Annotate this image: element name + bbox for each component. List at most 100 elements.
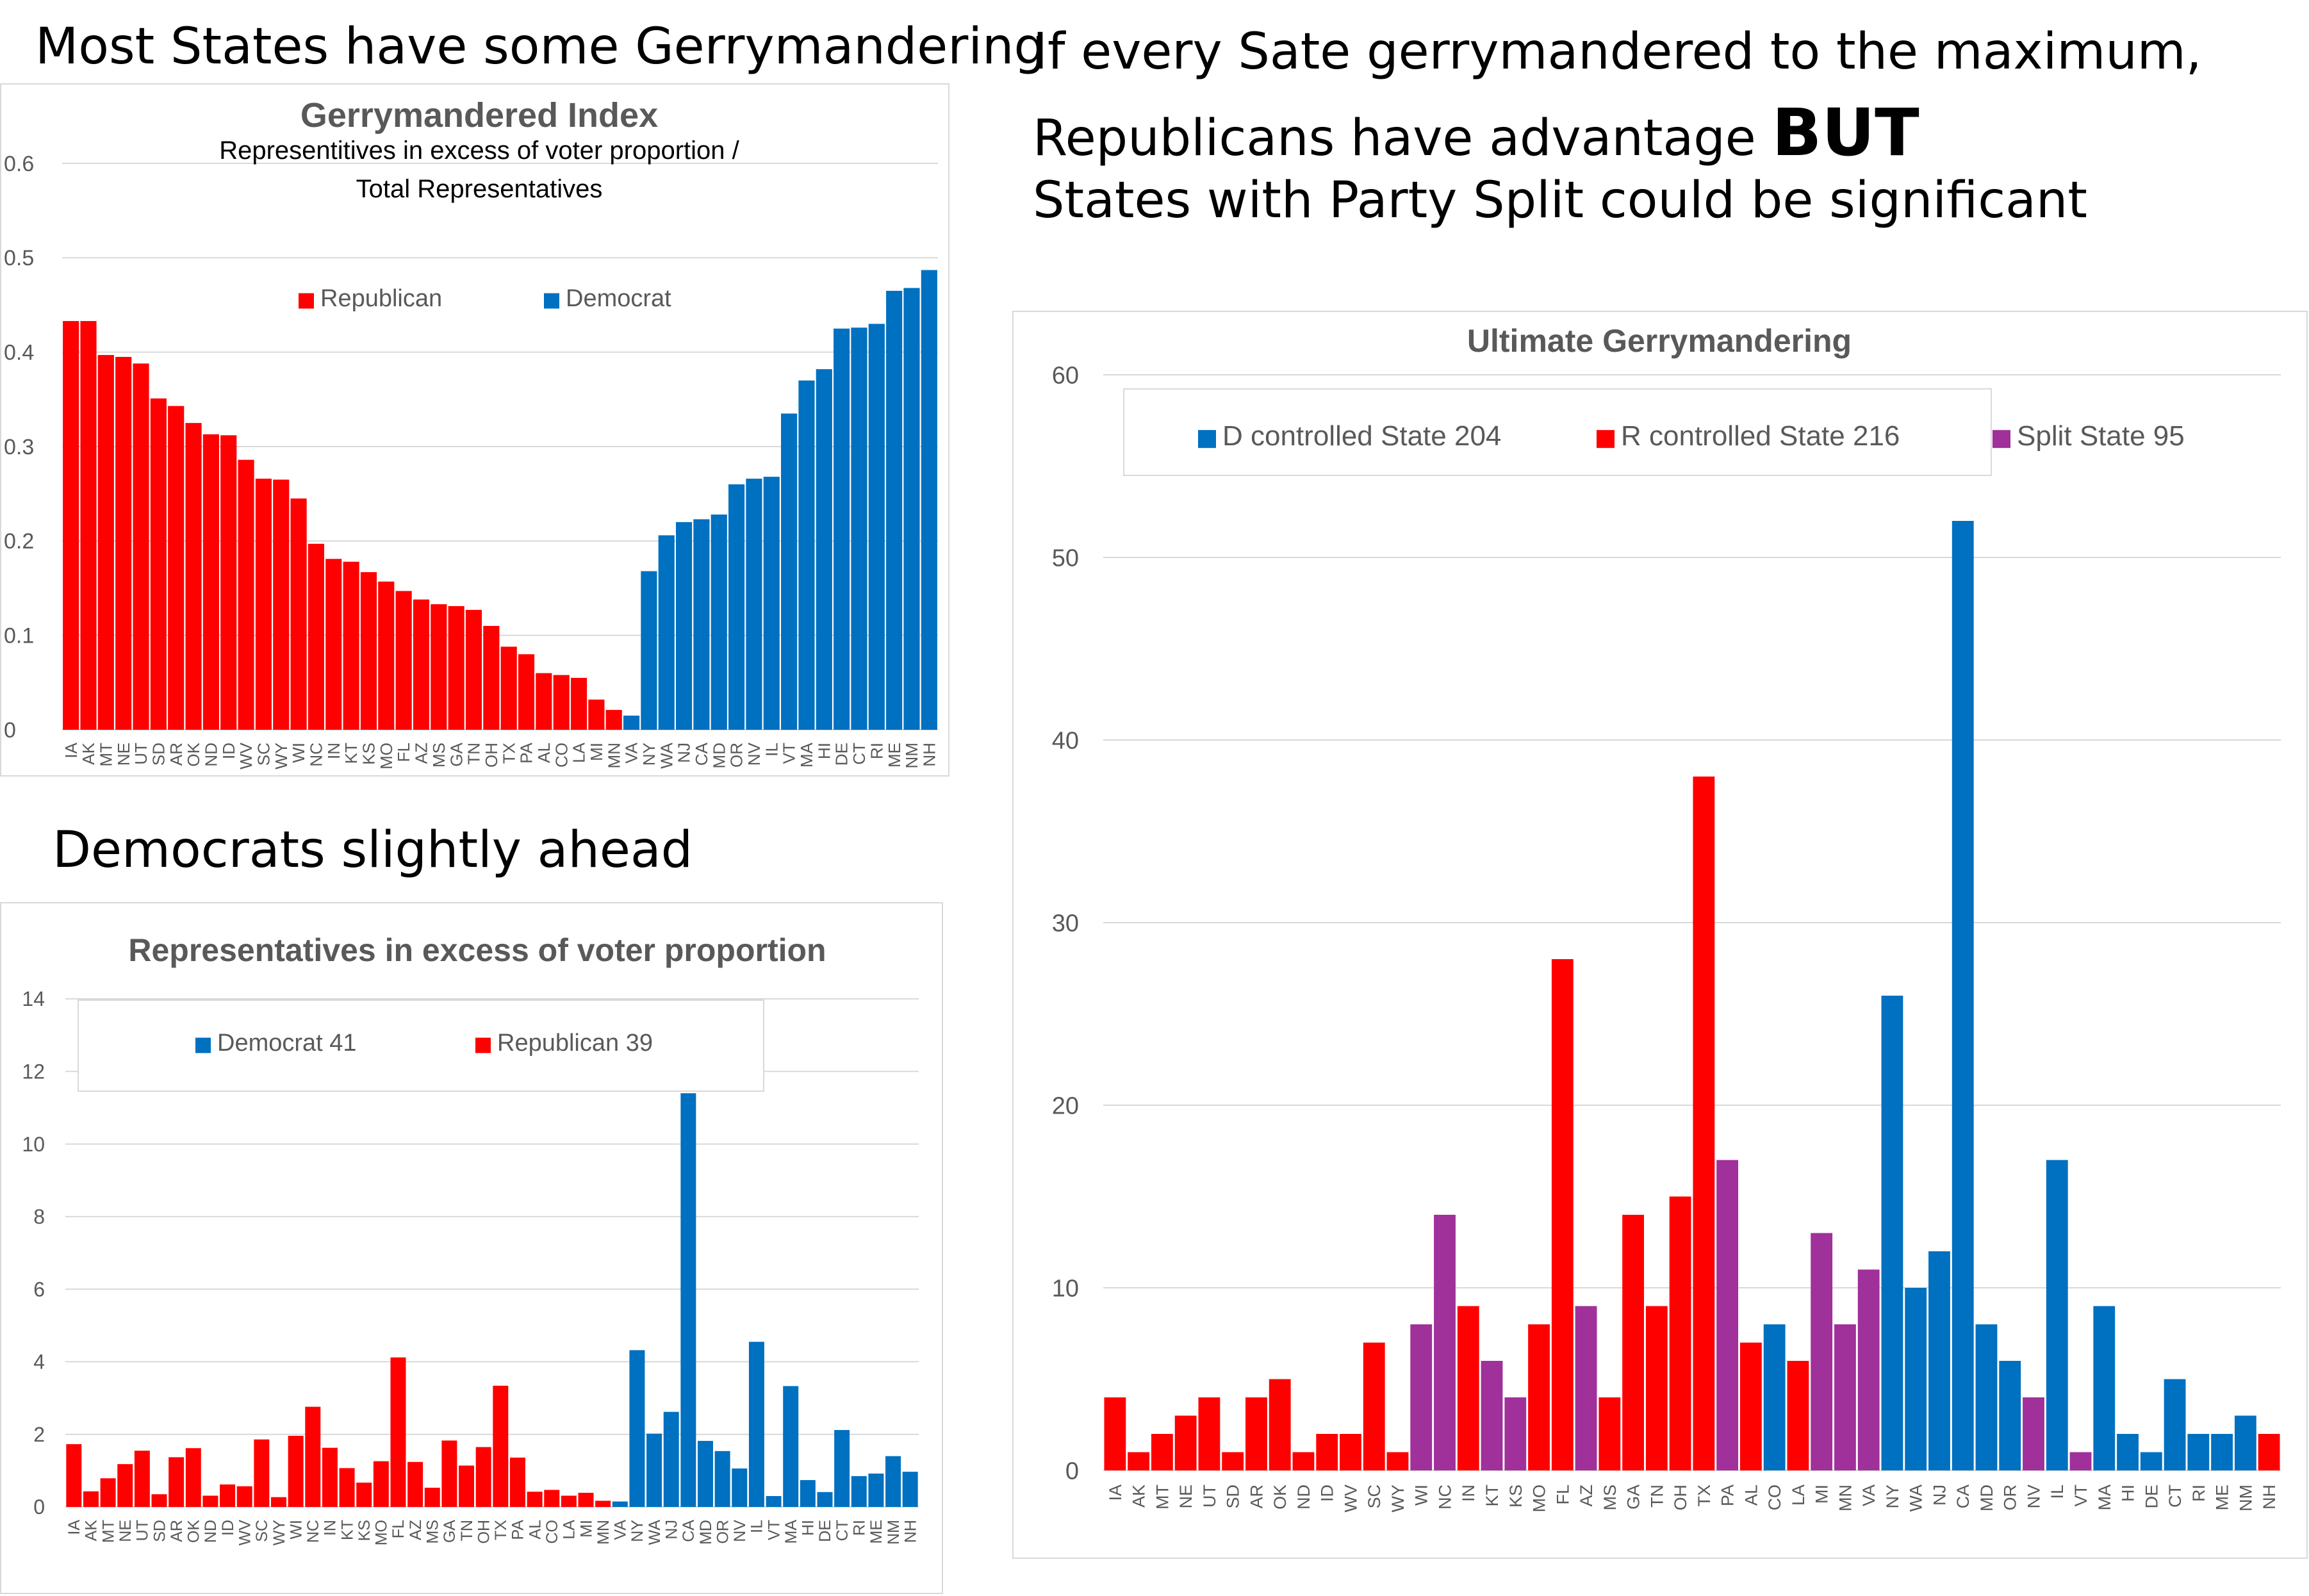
bar [133,363,149,730]
x-tick-label: MT [99,1520,117,1543]
x-tick-label: MT [1153,1485,1172,1510]
legend-swatch [544,293,559,309]
x-tick-label: MO [377,743,396,769]
bar [220,1484,236,1507]
bar [500,646,517,730]
x-tick-label: WY [1388,1485,1408,1513]
bar [356,1483,372,1507]
y-tick-label: 0.3 [4,435,34,459]
y-tick-label: 0.2 [4,529,34,554]
x-tick-label: NC [1435,1485,1454,1510]
legend-label: R controlled State 216 [1621,420,1900,452]
bar [1292,1452,1315,1470]
x-tick-label: AK [83,1520,101,1542]
bar [1457,1306,1479,1470]
x-tick-label: CO [552,743,571,768]
bar [168,406,185,730]
bar [236,1486,252,1507]
bar [536,673,552,730]
bar [2258,1434,2280,1470]
x-tick-label: WV [236,1520,254,1546]
x-tick-label: IN [1459,1485,1478,1502]
legend-box [1123,388,1992,476]
x-tick-label: OH [1671,1485,1690,1511]
bar [816,369,832,730]
y-tick-label: 0.4 [4,341,34,365]
bar [1504,1397,1527,1470]
chart-title: Gerrymandered Index [300,96,658,135]
x-tick-label: TX [1695,1485,1714,1507]
y-tick-label: 0 [33,1495,45,1518]
heading-right-line-2: Republicans have advantage BUT [1033,95,1919,171]
x-tick-label: CT [850,743,869,765]
bar [885,1456,901,1507]
x-tick-label: WI [1412,1485,1431,1506]
bar [185,1448,201,1507]
x-tick-label: AR [1247,1485,1266,1509]
x-tick-label: PA [509,1520,527,1540]
x-tick-label: SD [1224,1485,1243,1509]
bar [255,479,272,730]
bar [834,1429,850,1507]
bar [1198,1397,1220,1470]
bar [1645,1306,1668,1470]
x-tick-label: NE [114,743,133,766]
bar [325,559,342,730]
bar [766,1496,782,1507]
x-tick-label: IA [65,1520,83,1535]
heading-right-line-2-text: Republicans have advantage [1033,110,1772,167]
x-tick-label: CT [834,1520,851,1541]
bar [290,498,307,730]
bar [646,1433,662,1507]
y-tick-label: 60 [1052,362,1079,389]
bar [395,591,412,730]
legend-swatch [1993,430,2010,448]
bar [527,1492,543,1507]
bar [288,1435,304,1507]
bar [1551,959,1574,1470]
x-tick-label: NE [117,1520,135,1542]
x-tick-label: PA [517,742,536,763]
bar [902,1472,918,1507]
y-tick-label: 20 [1052,1092,1079,1119]
legend-swatch [1198,430,1216,448]
x-tick-label: ND [201,743,220,767]
x-tick-label: ID [219,743,238,759]
x-tick-label: FL [394,743,413,762]
heading-top-left: Most States have some Gerrymandering [35,18,1046,76]
bar [800,1480,816,1507]
x-tick-label: VT [765,1520,783,1540]
bar [798,380,815,730]
bar [343,561,359,730]
bar [308,543,325,730]
bar [1363,1342,1385,1470]
bar [431,604,447,730]
x-tick-label: CA [1953,1485,1973,1509]
x-tick-label: AZ [412,743,431,764]
y-tick-label: 4 [33,1351,45,1374]
x-tick-label: MN [1836,1485,1855,1511]
y-tick-label: 6 [33,1278,45,1301]
x-tick-label: IL [2048,1485,2067,1499]
bar [509,1457,525,1507]
bar [698,1440,713,1507]
x-tick-label: AR [168,1520,186,1542]
bar [1669,1196,1691,1470]
bar [851,327,867,730]
x-tick-label: MN [604,743,623,768]
x-tick-label: DE [816,1520,834,1542]
x-tick-label: UT [131,743,151,765]
bar [1245,1397,1267,1470]
x-tick-label: AL [1741,1485,1761,1506]
x-tick-label: NC [307,743,326,767]
bar [1739,1342,1762,1470]
bar [1410,1324,1433,1470]
bar [728,484,745,730]
legend-swatch [475,1037,491,1053]
x-tick-label: WV [236,742,256,769]
x-tick-label: MS [429,743,448,768]
bar [544,1490,560,1507]
x-tick-label: NH [2260,1485,2279,1510]
x-tick-label: OK [1270,1485,1290,1510]
